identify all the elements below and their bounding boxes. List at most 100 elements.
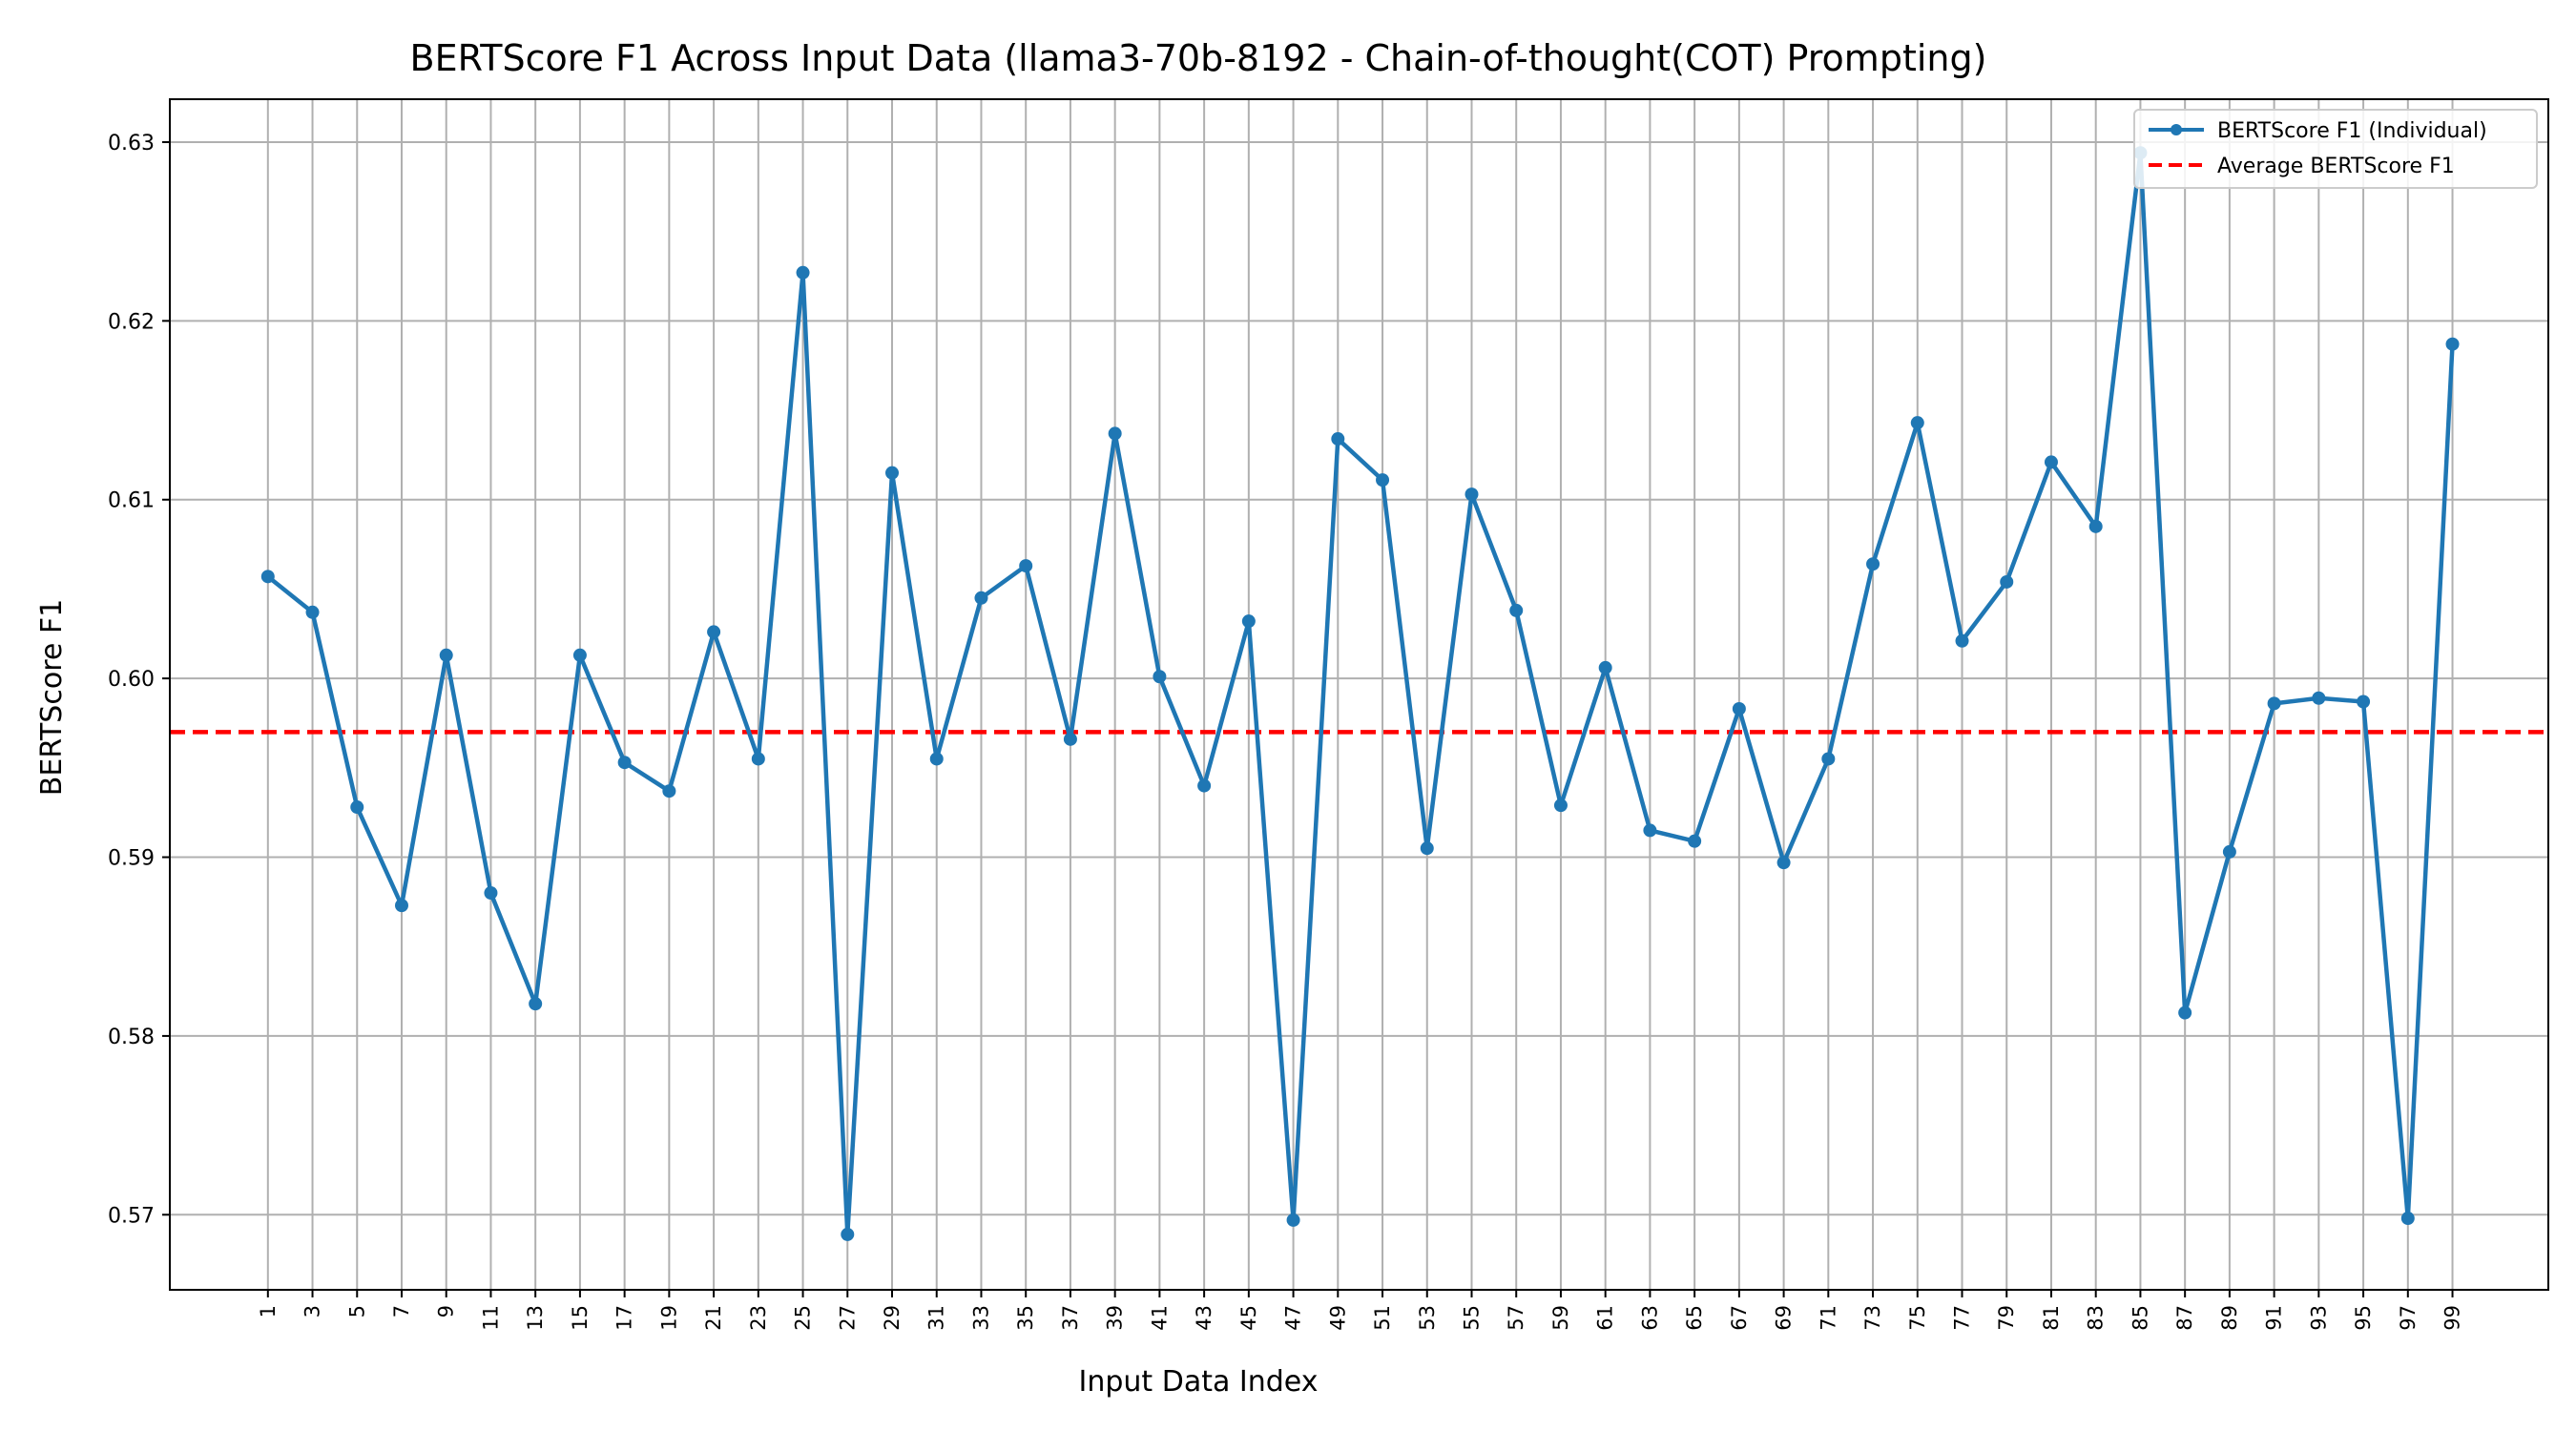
- data-point: [1420, 841, 1434, 856]
- x-tick-label: 35: [1014, 1305, 1037, 1331]
- data-point: [1553, 798, 1568, 813]
- x-tick-label: 99: [2441, 1305, 2464, 1331]
- x-tick-label: 59: [1549, 1305, 1572, 1331]
- legend-label-individual: BERTScore F1 (Individual): [2217, 119, 2487, 143]
- x-tick-label: 47: [1282, 1305, 1305, 1331]
- data-point: [1732, 701, 1746, 716]
- x-tick-label: 13: [524, 1305, 547, 1331]
- x-tick-label: 83: [2085, 1305, 2108, 1331]
- y-tick-label: 0.62: [108, 310, 155, 334]
- data-point: [707, 625, 721, 639]
- x-tick-label: 57: [1505, 1305, 1527, 1331]
- data-point: [1241, 614, 1256, 629]
- y-tick-label: 0.61: [108, 489, 155, 513]
- data-point: [929, 752, 944, 766]
- x-tick-label: 43: [1193, 1305, 1215, 1331]
- y-tick-label: 0.60: [108, 668, 155, 692]
- x-tick-label: 65: [1683, 1305, 1706, 1331]
- data-point: [1063, 732, 1077, 746]
- legend-box: [2133, 109, 2538, 189]
- data-point: [1821, 752, 1836, 766]
- data-point: [1955, 633, 1969, 648]
- x-tick-label: 29: [881, 1305, 904, 1331]
- x-tick-label: 85: [2129, 1305, 2151, 1331]
- data-point: [1688, 834, 1702, 848]
- y-tick-label: 0.63: [108, 132, 155, 156]
- x-tick-label: 53: [1416, 1305, 1439, 1331]
- data-point: [2357, 695, 2371, 709]
- data-point: [1776, 856, 1791, 870]
- x-tick-label: 49: [1326, 1305, 1349, 1331]
- chart-title: BERTScore F1 Across Input Data (llama3-7…: [410, 37, 1987, 79]
- x-axis-label: Input Data Index: [1079, 1365, 1319, 1399]
- x-tick-label: 73: [1861, 1305, 1884, 1331]
- data-point: [350, 800, 364, 815]
- data-point: [617, 756, 632, 770]
- x-tick-label: 69: [1773, 1305, 1796, 1331]
- axis-ticks: 1 3 5 7 9 11 13 15 17 19 21 23 25 27 29 31 33 35 37 39 41 43 4…: [108, 132, 2464, 1331]
- x-tick-label: 93: [2307, 1305, 2330, 1331]
- y-tick-label: 0.57: [108, 1204, 155, 1228]
- series-line-individual: [266, 150, 2455, 1237]
- x-tick-label: 41: [1148, 1305, 1171, 1331]
- data-point: [796, 265, 810, 280]
- data-point: [1866, 557, 1880, 571]
- legend-marker-individual: [2171, 124, 2182, 135]
- x-tick-label: 37: [1059, 1305, 1082, 1331]
- data-point: [841, 1227, 855, 1241]
- x-tick-label: 11: [479, 1305, 502, 1331]
- x-tick-label: 7: [390, 1305, 413, 1317]
- x-tick-label: 77: [1951, 1305, 1974, 1331]
- data-point: [1465, 487, 1479, 502]
- data-point: [662, 784, 676, 798]
- data-point: [1153, 670, 1167, 684]
- data-point: [1197, 778, 1212, 793]
- x-tick-label: 71: [1817, 1305, 1839, 1331]
- data-point: [572, 648, 587, 662]
- data-point: [1598, 660, 1612, 674]
- x-tick-label: 39: [1104, 1305, 1127, 1331]
- x-tick-label: 67: [1728, 1305, 1751, 1331]
- x-tick-label: 1: [257, 1305, 280, 1317]
- data-point: [1910, 416, 1924, 430]
- data-point: [394, 899, 408, 913]
- x-tick-label: 61: [1594, 1305, 1617, 1331]
- data-point: [2088, 519, 2103, 533]
- x-tick-label: 25: [792, 1305, 815, 1331]
- x-tick-label: 81: [2040, 1305, 2063, 1331]
- data-point: [1509, 603, 1524, 617]
- legend: BERTScore F1 (Individual) Average BERTSc…: [2133, 109, 2538, 189]
- data-point: [2044, 455, 2058, 469]
- x-tick-label: 55: [1460, 1305, 1483, 1331]
- y-axis-label: BERTScore F1: [35, 599, 69, 796]
- x-tick-label: 15: [569, 1305, 592, 1331]
- x-tick-label: 91: [2263, 1305, 2286, 1331]
- data-point: [2400, 1212, 2415, 1226]
- x-tick-label: 5: [345, 1305, 368, 1317]
- x-tick-label: 45: [1237, 1305, 1260, 1331]
- data-point: [1643, 823, 1657, 838]
- data-point: [484, 886, 498, 900]
- data-point: [751, 752, 765, 766]
- data-point: [1108, 426, 1122, 441]
- series-layer: [260, 146, 2460, 1241]
- x-tick-label: 31: [925, 1305, 948, 1331]
- data-point: [529, 997, 543, 1011]
- y-tick-label: 0.58: [108, 1026, 155, 1049]
- x-tick-label: 17: [613, 1305, 636, 1331]
- data-point: [439, 648, 453, 662]
- plot-frame: [169, 98, 2549, 1291]
- data-point: [2000, 574, 2014, 589]
- x-tick-label: 87: [2173, 1305, 2196, 1331]
- data-point: [974, 591, 988, 605]
- x-tick-label: 95: [2352, 1305, 2375, 1331]
- data-point: [260, 570, 275, 584]
- x-tick-label: 27: [836, 1305, 859, 1331]
- data-point: [2267, 696, 2281, 711]
- x-tick-label: 23: [747, 1305, 770, 1331]
- x-tick-label: 3: [301, 1305, 324, 1317]
- x-tick-label: 97: [2397, 1305, 2420, 1331]
- data-point: [2178, 1006, 2192, 1020]
